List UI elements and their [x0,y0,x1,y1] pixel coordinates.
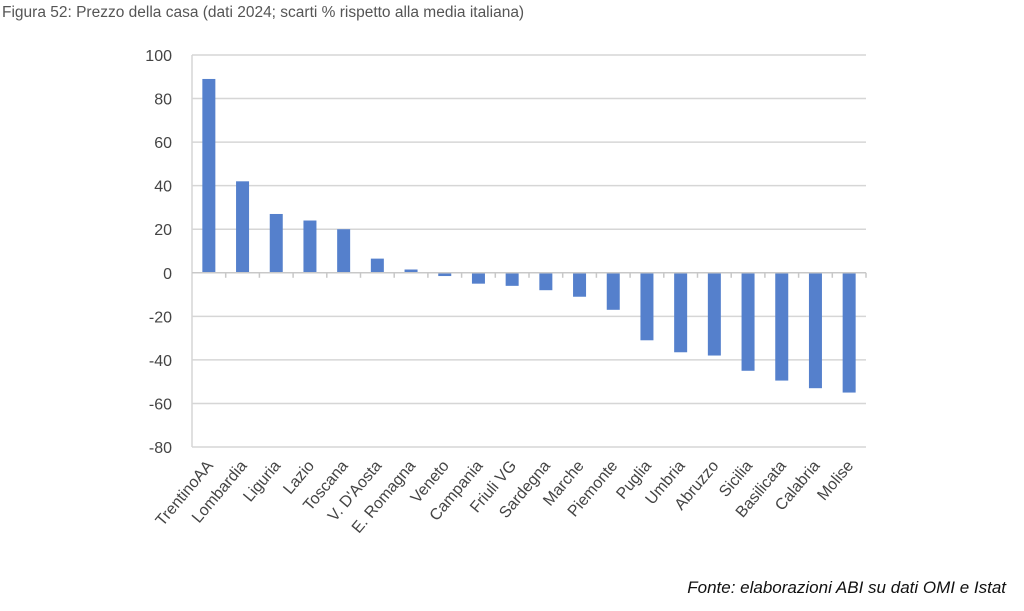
y-tick-label: 0 [163,266,172,283]
bar-piemonte [606,272,620,310]
y-tick-label: 60 [154,135,172,152]
bar-umbria [674,272,688,353]
y-tick-label: -20 [149,309,172,326]
source-note: Fonte: elaborazioni ABI su dati OMI e Is… [687,578,1006,597]
bar-molise [842,272,856,393]
x-tick-label: Liguria [240,458,284,506]
bar-e-romagna [404,269,418,273]
bar-toscana [337,229,351,273]
bar-calabria [808,272,822,389]
bar-abruzzo [707,272,721,356]
bar-liguria [269,213,283,273]
y-tick-label: 40 [154,179,172,196]
bar-trentinoaa [202,78,216,273]
x-tick-label: Molise [814,458,857,504]
bar-campania [471,272,485,284]
y-tick-label: 20 [154,222,172,239]
bar-marche [573,272,587,297]
y-tick-label: -60 [149,396,172,413]
bar-lombardia [236,181,250,273]
y-tick-label: 80 [154,92,172,109]
y-tick-label: -40 [149,353,172,370]
bar-v-d-aosta [370,258,384,273]
bar-sicilia [741,272,755,371]
bar-veneto [438,272,452,277]
y-tick-label: 100 [145,48,172,65]
bar-puglia [640,272,654,341]
chart-title: Figura 52: Prezzo della casa (dati 2024;… [2,4,525,21]
bar-lazio [303,220,317,273]
bar-friuli-vg [505,272,519,286]
bar-sardegna [539,272,553,291]
bar-basilicata [775,272,789,381]
y-tick-label: -80 [149,440,172,457]
